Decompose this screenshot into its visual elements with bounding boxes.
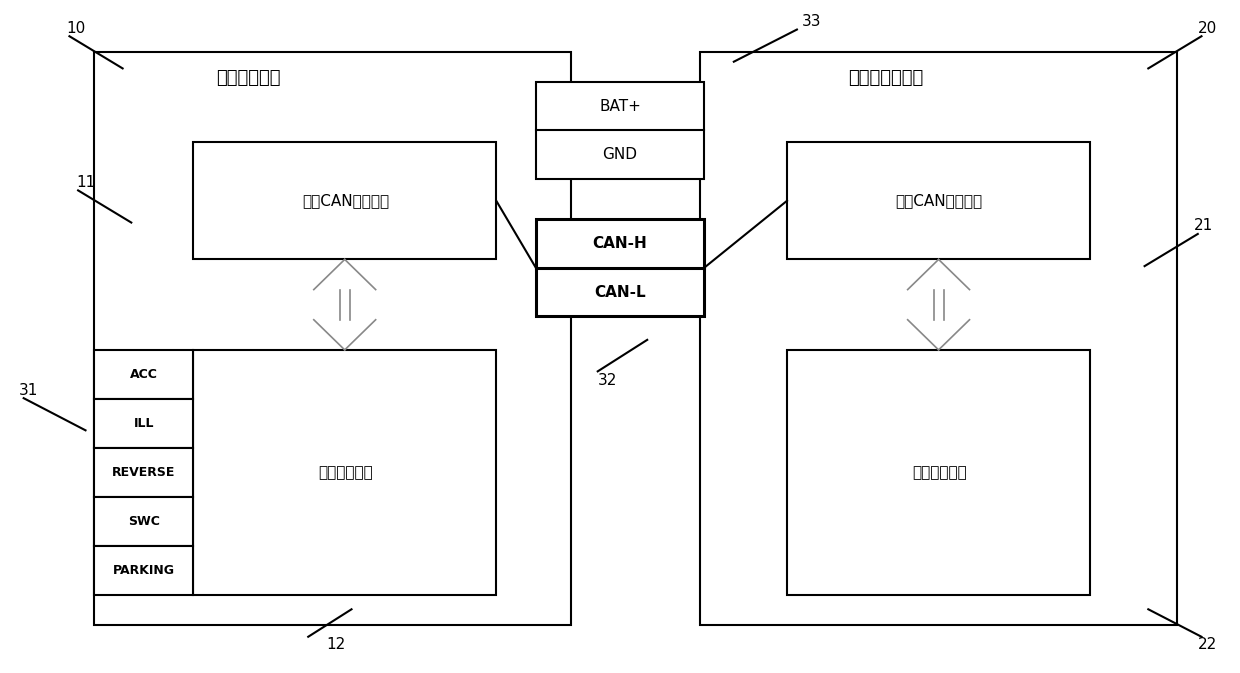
Text: 第一CAN接口芯片: 第一CAN接口芯片 (301, 193, 389, 208)
Text: 22: 22 (1198, 637, 1218, 652)
Text: 车身控制系统: 车身控制系统 (217, 69, 281, 87)
Text: CAN-L: CAN-L (594, 285, 646, 299)
Bar (701, 52, 1177, 625)
Bar (536, 82, 704, 179)
Text: 10: 10 (66, 21, 86, 36)
Bar (94, 546, 193, 594)
Text: 车载多媒体系统: 车载多媒体系统 (848, 69, 924, 87)
Text: 第二处理芯片: 第二处理芯片 (911, 465, 966, 480)
Bar (94, 497, 193, 546)
Text: 33: 33 (802, 14, 822, 29)
Bar (787, 142, 1090, 259)
Text: 20: 20 (1198, 21, 1218, 36)
Bar (193, 142, 496, 259)
Bar (94, 448, 193, 497)
Text: ACC: ACC (130, 368, 157, 381)
Bar (94, 399, 193, 448)
Text: 32: 32 (598, 373, 618, 388)
Text: 31: 31 (19, 383, 38, 398)
Text: SWC: SWC (128, 515, 160, 528)
Text: 21: 21 (1194, 219, 1214, 234)
Text: GND: GND (603, 147, 637, 162)
Text: PARKING: PARKING (113, 563, 175, 577)
Text: BAT+: BAT+ (599, 99, 641, 114)
Bar (787, 350, 1090, 594)
Text: REVERSE: REVERSE (112, 466, 175, 479)
Text: 11: 11 (76, 175, 95, 190)
Text: ILL: ILL (134, 417, 154, 430)
Bar (94, 350, 193, 399)
Text: 第二CAN接口芯片: 第二CAN接口芯片 (895, 193, 983, 208)
Bar (193, 350, 496, 594)
Bar (536, 219, 704, 316)
Text: CAN-H: CAN-H (593, 236, 647, 251)
Text: 12: 12 (326, 637, 345, 652)
Bar (94, 52, 570, 625)
Text: 第一处理芯片: 第一处理芯片 (317, 465, 373, 480)
